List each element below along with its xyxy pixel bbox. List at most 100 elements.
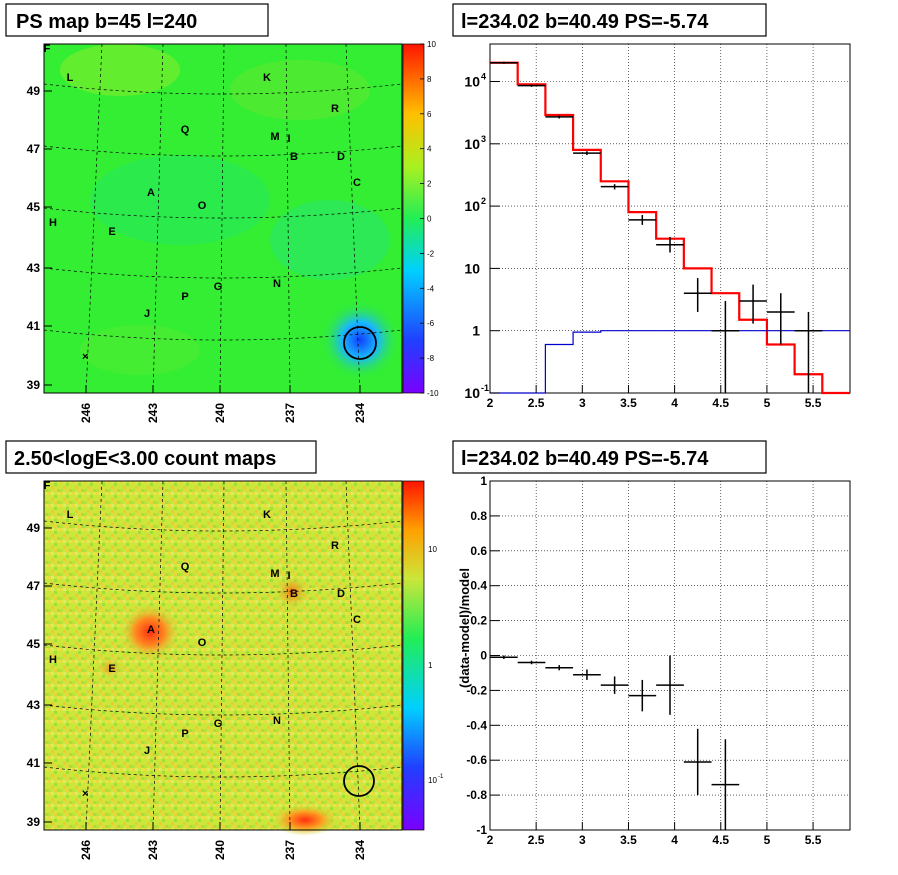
spectrum-y-tick: 10 2 [464,196,500,214]
residual-y-tick: -1 [476,823,487,837]
count-map-title: 2.50<logE<3.00 count maps [14,448,276,470]
map-label-i: I [287,133,290,145]
map-label-h: H [49,217,57,229]
map-x-tick: 246 [79,403,93,423]
spectrum-x-tick: 5.5 [805,396,822,410]
residual-y-tick: -0.4 [466,718,487,732]
map-y-tick: 47 [27,142,41,156]
spectrum-x-tick: 3 [579,396,586,410]
spectrum-plot [490,61,850,395]
residual-point [517,660,546,665]
map-label-b: B [290,588,298,600]
spectrum-y-tick: 10 3 [464,134,500,152]
count-colorbar-ticks: 10 1 10 -1 [428,545,444,785]
map-y-tick: 45 [27,637,41,651]
map-label-c: C [353,177,361,189]
residual-y-tick: 0.8 [470,509,487,523]
count-marker: × [82,788,88,800]
residual-y-axis-label: (data-model)/model [457,568,472,688]
spectrum-y-tick: 10 4 [464,72,500,90]
map-label-n: N [273,278,281,290]
map-label-l: L [67,509,74,521]
map-label-j: J [144,745,150,757]
spectrum-title: l=234.02 b=40.49 PS=-5.74 [461,11,709,33]
residual-panel: l=234.02 b=40.49 PS=-5.74 2 2.5 3 3.5 4 4.5 5 5… [452,440,851,847]
map-label-e: E [108,663,115,675]
map-label-c: C [353,614,361,626]
residual-y-tick: 0.4 [470,579,487,593]
count-map-x-ticks: 246 243 240 237 234 [79,822,367,860]
spectrum-y-tick-exp: 2 [481,196,486,206]
ps-cbar-tick: 8 [427,75,432,84]
ps-cbar-tick: -4 [427,284,435,293]
spectrum-y-tick-base: 10 [464,260,480,276]
map-x-tick: 240 [213,840,227,860]
map-label-f: F [44,480,51,492]
count-map-labels: F L K R Q M IB D C A O H E G N P J [44,480,361,757]
residual-y-tick: 0.2 [470,614,487,628]
map-y-tick: 43 [27,698,41,712]
residual-point [683,728,712,796]
residual-title: l=234.02 b=40.49 PS=-5.74 [461,448,709,470]
map-label-g: G [214,281,223,293]
residual-x-tick: 3 [579,833,586,847]
residual-x-tick: 4 [671,833,678,847]
spectrum-y-tick-exp: -1 [481,383,489,393]
map-y-tick: 47 [27,579,41,593]
residual-x-tick: 5.5 [805,833,822,847]
residual-x-tick: 3.5 [620,833,637,847]
map-y-tick: 41 [27,319,41,333]
ps-map-grid [43,43,403,394]
map-x-tick: 243 [146,840,160,860]
ps-map-title: PS map b=45 l=240 [16,11,197,33]
ps-map-panel: PS map b=45 l=240 × F L K R Q M IB D C A O H E G N P J [5,3,439,423]
ps-marker: × [82,351,88,363]
residual-point [573,669,601,680]
map-label-i: I [287,570,290,582]
spectrum-y-tick: 10 -1 [464,383,500,401]
spectrum-x-tick: 2.5 [528,396,545,410]
map-y-tick: 39 [27,378,41,392]
residual-point [711,739,740,830]
map-label-p: P [181,291,188,303]
map-label-p: P [181,728,188,740]
residual-point [490,655,518,659]
spectrum-y-tick-exp: 4 [481,72,486,82]
count-source-circle [343,765,375,797]
map-label-o: O [198,200,207,212]
residual-y-tick: 0 [480,649,487,663]
ps-map-y-ticks: 49 47 45 43 41 39 [27,84,52,392]
data-point [794,311,823,393]
residual-x-ticks: 2 2.5 3 3.5 4 4.5 5 5.5 [487,822,822,847]
data-point [711,300,740,393]
residual-y-tick: -0.8 [466,788,487,802]
ps-source-circle [343,326,377,360]
map-label-r: R [331,540,339,552]
map-label-a: A [147,187,155,199]
spectrum-x-ticks: 2 2.5 3 3.5 4 4.5 5 5.5 [487,385,822,410]
map-label-j: J [144,308,150,320]
data-point [656,236,684,253]
residual-y-tick: 1 [480,474,487,488]
map-label-h: H [49,654,57,666]
ps-map-image [44,44,402,393]
count-cbar-tick-1: 1 [428,661,433,670]
residual-point [656,655,684,715]
map-label-d: D [337,588,345,600]
map-y-tick: 39 [27,815,41,829]
map-label-q: Q [181,124,190,136]
spectrum-y-tick-base: 10 [464,136,480,152]
residual-point [628,679,657,712]
residual-y-tick: 0.6 [470,544,487,558]
map-label-k: K [263,72,271,84]
spectrum-panel: l=234.02 b=40.49 PS=-5.74 2 2.5 3 3.5 4 4.5 5 5… [452,3,851,410]
spectrum-y-tick: 1 [472,323,500,339]
data-point [628,214,657,225]
ps-cbar-tick: 6 [427,110,432,119]
data-point [517,84,546,87]
map-y-tick: 41 [27,756,41,770]
count-cbar-tick-10: 10 [428,545,437,554]
map-label-b: B [290,151,298,163]
map-label-l: L [67,72,74,84]
map-label-n: N [273,715,281,727]
